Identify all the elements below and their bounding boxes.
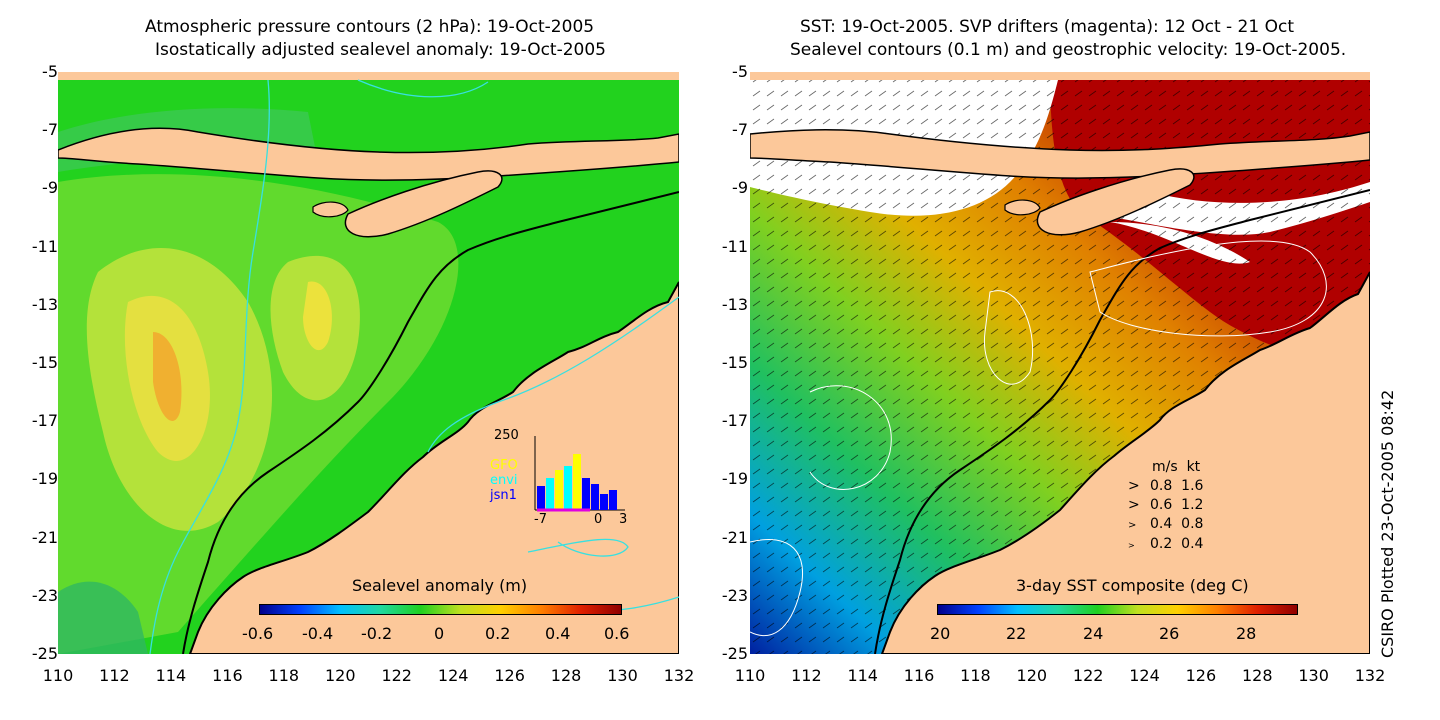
left-x-tick: 110 <box>42 666 74 685</box>
right-x-tick: 120 <box>1016 666 1048 685</box>
sealevel-map-svg <box>58 72 679 654</box>
left-y-tick: -17 <box>31 411 58 431</box>
left-cb-tick-6: 0.4 <box>545 624 571 643</box>
right-x-tick: 118 <box>960 666 991 685</box>
right-title-line1: SST: 19-Oct-2005. SVP drifters (magenta)… <box>800 17 1294 37</box>
inset-legend: GFO envi jsn1 <box>490 458 518 503</box>
inset-ymax-label: 250 <box>494 428 519 443</box>
right-x-tick: 114 <box>847 666 878 685</box>
left-y-tick: -21 <box>31 527 58 547</box>
left-cb-tick-5: 0.2 <box>485 624 511 643</box>
left-cb-tick-4: 0 <box>434 624 445 643</box>
inset-xtick-2: 0 <box>594 512 603 527</box>
right-y-tick: -11 <box>721 236 748 256</box>
left-colorbar <box>259 604 622 615</box>
right-x-tick: 110 <box>734 666 766 685</box>
speed-legend-row: >0.4 0.8 <box>1128 516 1204 532</box>
left-x-tick: 118 <box>268 666 300 685</box>
right-y-tick: -17 <box>721 411 748 431</box>
right-cb-tick-2: 22 <box>1006 624 1027 643</box>
left-y-tick: -15 <box>31 353 58 372</box>
plot-credit: CSIRO Plotted 23-Oct-2005 08:42 <box>1378 389 1397 658</box>
sealevel-anomaly-map <box>58 72 679 654</box>
right-y-tick: -21 <box>721 527 748 547</box>
right-y-tick: -23 <box>721 585 748 605</box>
speed-legend-row: >0.8 1.6 <box>1128 478 1204 494</box>
right-x-tick: 122 <box>1072 666 1104 685</box>
left-cb-tick-2: -0.4 <box>302 624 334 643</box>
left-title-line1: Atmospheric pressure contours (2 hPa): 1… <box>145 17 595 37</box>
left-y-tick: -19 <box>31 469 58 489</box>
histogram-bars <box>537 454 617 510</box>
left-x-tick: 114 <box>155 666 187 685</box>
right-colorbar <box>937 604 1298 615</box>
inset-legend-gfo: GFO <box>490 458 518 473</box>
right-x-tick: 116 <box>903 666 935 685</box>
left-y-tick: -5 <box>42 62 58 81</box>
left-x-tick: 122 <box>381 666 412 685</box>
speed-legend-row: >0.6 1.2 <box>1128 497 1204 513</box>
right-cb-tick-1: 20 <box>930 624 951 643</box>
right-y-tick: -25 <box>721 644 748 663</box>
left-x-tick: 112 <box>99 666 130 685</box>
right-y-tick: -13 <box>721 294 748 314</box>
right-y-tick: -5 <box>732 62 748 81</box>
left-y-tick: -7 <box>42 120 58 140</box>
left-x-tick: 132 <box>663 666 695 685</box>
left-cb-tick-3: -0.2 <box>361 624 393 643</box>
right-y-tick: -15 <box>721 353 748 372</box>
left-cb-tick-7: 0.6 <box>604 624 630 643</box>
right-x-tick: 132 <box>1354 666 1386 685</box>
inset-xtick-1: -7 <box>534 512 547 527</box>
right-colorbar-label: 3-day SST composite (deg C) <box>1016 576 1249 595</box>
right-y-tick: -9 <box>732 178 748 198</box>
left-y-tick: -13 <box>31 294 58 314</box>
left-x-tick: 128 <box>550 666 582 685</box>
right-cb-tick-4: 26 <box>1159 624 1180 643</box>
left-y-tick: -11 <box>31 236 58 256</box>
right-x-tick: 126 <box>1185 666 1217 685</box>
inset-legend-envi: envi <box>490 473 518 488</box>
left-cb-tick-1: -0.6 <box>242 624 274 643</box>
sst-map-svg <box>750 72 1370 654</box>
left-x-tick: 120 <box>324 666 356 685</box>
right-x-tick: 124 <box>1129 666 1160 685</box>
right-x-tick: 128 <box>1241 666 1273 685</box>
right-x-tick: 112 <box>791 666 822 685</box>
left-x-tick: 124 <box>437 666 469 685</box>
speed-legend-header-kt: kt <box>1186 459 1201 475</box>
right-y-tick: -19 <box>721 469 748 489</box>
left-colorbar-label: Sealevel anomaly (m) <box>352 576 528 595</box>
altimeter-histogram-inset: 250 GFO envi jsn1 -7 0 3 <box>490 428 635 533</box>
sst-map <box>750 72 1370 654</box>
left-x-tick: 130 <box>607 666 638 685</box>
speed-legend: m/s kt >0.8 1.6 >0.6 1.2 >0.4 0.8 >0.2 0… <box>1128 458 1203 555</box>
left-x-tick: 126 <box>494 666 525 685</box>
left-y-tick: -9 <box>42 178 58 198</box>
left-y-tick: -23 <box>31 585 58 605</box>
right-cb-tick-3: 24 <box>1083 624 1104 643</box>
left-x-tick: 116 <box>212 666 243 685</box>
right-x-tick: 130 <box>1298 666 1329 685</box>
right-y-tick: -7 <box>732 120 748 140</box>
speed-legend-row: >0.2 0.4 <box>1128 536 1204 552</box>
right-cb-tick-5: 28 <box>1236 624 1257 643</box>
inset-xtick-3: 3 <box>619 512 628 527</box>
inset-legend-jsn1: jsn1 <box>490 488 517 503</box>
left-y-tick: -25 <box>31 644 58 663</box>
speed-legend-header-ms: m/s <box>1152 459 1178 475</box>
right-title-line2: Sealevel contours (0.1 m) and geostrophi… <box>790 40 1347 60</box>
left-title-line2: Isostatically adjusted sealevel anomaly:… <box>155 40 606 60</box>
